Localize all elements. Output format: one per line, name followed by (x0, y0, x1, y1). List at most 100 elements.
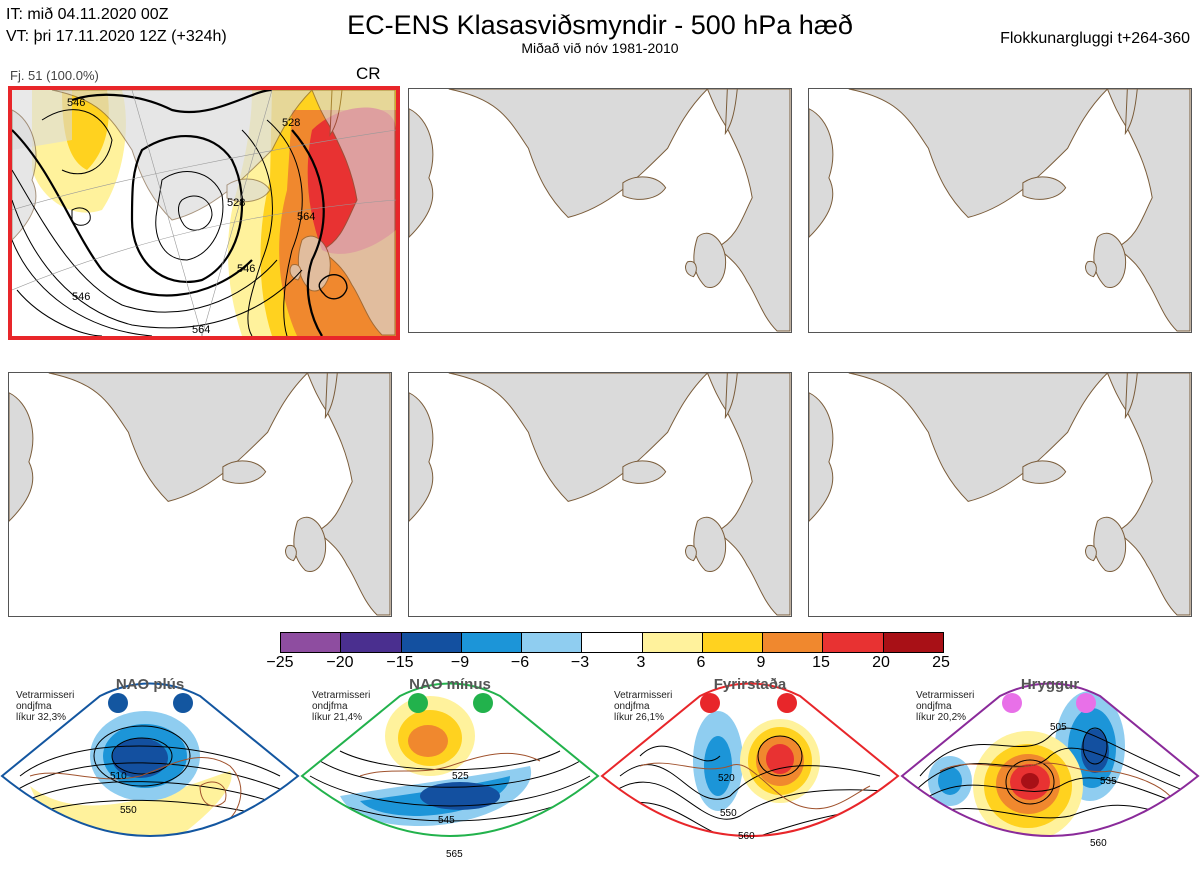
empty-map-3[interactable] (808, 88, 1192, 333)
regime-marker (1076, 693, 1096, 713)
window-label: Flokkunargluggi t+264-360 (1000, 30, 1190, 47)
regime-map: 505 535 560 (900, 682, 1200, 849)
regime-marker (700, 693, 720, 713)
regime-info-line: líkur 21,4% (312, 712, 363, 723)
regime-panel-nao-minus[interactable]: 525 545 565 (300, 676, 600, 871)
colorbar-tick: −20 (326, 654, 354, 671)
regime-info: Vetrarmisseri ondjfma líkur 26,1% (614, 690, 672, 723)
land-outline (809, 373, 1191, 616)
contour-label: 546 (67, 97, 85, 109)
valid-time: VT: þri 17.11.2020 12Z (+324h) (6, 28, 227, 45)
empty-map-2[interactable] (408, 88, 792, 333)
regime-info: Vetrarmisseri ondjfma líkur 32,3% (16, 690, 74, 723)
header-times: IT: mið 04.11.2020 00Z VT: þri 17.11.202… (6, 4, 227, 48)
colorbar-swatch (461, 633, 523, 652)
land-outline (409, 89, 791, 332)
contour-label: 528 (282, 117, 300, 129)
page-subtitle: Miðað við nóv 1981-2010 (521, 40, 679, 56)
contour-label: 528 (227, 197, 245, 209)
regime-border (900, 682, 1200, 837)
colorbar-tick: 15 (812, 654, 830, 671)
colorbar-swatch (401, 633, 462, 652)
regime-info-line: ondjfma (16, 701, 52, 712)
cluster-map[interactable]: 546 528 546 564 546 564 528 (8, 86, 400, 340)
regime-info-line: líkur 32,3% (16, 712, 67, 723)
colorbar-swatch (763, 633, 824, 652)
contour-label: 505 (1050, 722, 1067, 733)
contour-label: 550 (720, 808, 737, 819)
colorbar (280, 632, 944, 653)
colorbar-tick: 3 (636, 654, 646, 671)
regime-marker (777, 693, 797, 713)
page-title: EC-ENS Klasasviðsmyndir - 500 hPa hæð (347, 10, 853, 40)
colorbar-tick: 6 (696, 654, 706, 671)
land-outline (9, 373, 391, 616)
colorbar-tick: −25 (266, 654, 294, 671)
regime-panel-ridge[interactable]: 505 535 560 (900, 676, 1200, 871)
regime-info-line: ondjfma (312, 701, 348, 712)
regime-info-line: Vetrarmisseri (916, 690, 975, 701)
contour-label: 546 (237, 263, 255, 275)
regime-map: 525 545 565 (300, 682, 600, 860)
regime-map: 520 550 560 (600, 682, 900, 842)
contour-label: 520 (718, 773, 735, 784)
regime-panel-nao-plus[interactable]: 510 550 (0, 676, 300, 871)
regime-marker (408, 693, 428, 713)
regime-title: NAO plús (115, 676, 185, 693)
colorbar-tick: −6 (510, 654, 530, 671)
regime-marker (473, 693, 493, 713)
regime-title: Fyrirstaða (713, 676, 787, 693)
contour-label: 510 (110, 771, 127, 782)
regime-border (600, 682, 900, 837)
empty-map-5[interactable] (408, 372, 792, 617)
contour-label: 545 (438, 815, 455, 826)
regime-marker (1002, 693, 1022, 713)
colorbar-swatch (642, 633, 703, 652)
contour-label: 560 (738, 831, 755, 842)
contour-label: 546 (72, 291, 90, 303)
contour-label: 564 (297, 211, 315, 223)
regime-code: CR (356, 64, 381, 83)
regime-info-line: Vetrarmisseri (614, 690, 673, 701)
members-label: Fj. 51 (100.0%) (10, 68, 99, 83)
empty-map-6[interactable] (808, 372, 1192, 617)
regime-marker (108, 693, 128, 713)
land-outline (409, 373, 791, 616)
regime-title: NAO mínus (409, 676, 491, 693)
regime-info-line: Vetrarmisseri (16, 690, 75, 701)
regime-title: Hryggur (1020, 676, 1080, 693)
regime-panel-blocking[interactable]: 520 550 560 (600, 676, 900, 871)
regime-info-line: Vetrarmisseri (312, 690, 371, 701)
contour-label: 560 (1090, 838, 1107, 849)
regime-marker (173, 693, 193, 713)
colorbar-swatch (582, 633, 643, 652)
regime-info-line: líkur 26,1% (614, 712, 665, 723)
colorbar-swatch (823, 633, 884, 652)
empty-map-4[interactable] (8, 372, 392, 617)
colorbar-tick: −15 (386, 654, 414, 671)
regime-info: Vetrarmisseri ondjfma líkur 20,2% (916, 690, 974, 723)
regime-info: Vetrarmisseri ondjfma líkur 21,4% (312, 690, 370, 723)
regime-info-line: líkur 20,2% (916, 712, 967, 723)
land-outline (809, 89, 1191, 332)
contour-label: 564 (192, 324, 210, 336)
regime-border (0, 682, 300, 837)
contour-label: 525 (452, 771, 469, 782)
colorbar-tick: 9 (756, 654, 766, 671)
colorbar-swatch (702, 633, 764, 652)
colorbar-tick: 25 (932, 654, 950, 671)
cluster-map-svg: 546 528 546 564 546 564 528 (12, 90, 396, 336)
regime-map: 510 550 (0, 682, 300, 837)
regime-info-line: ondjfma (916, 701, 952, 712)
init-time: IT: mið 04.11.2020 00Z (6, 6, 169, 23)
colorbar-swatch (281, 633, 342, 652)
regime-info-line: ondjfma (614, 701, 650, 712)
colorbar-swatch (883, 633, 943, 652)
regime-border (300, 682, 600, 837)
contour-label: 565 (446, 849, 463, 860)
colorbar-swatch (522, 633, 583, 652)
colorbar-tick: −9 (450, 654, 470, 671)
contour-label: 550 (120, 805, 137, 816)
colorbar-tick: 20 (872, 654, 890, 671)
colorbar-tick: −3 (570, 654, 590, 671)
